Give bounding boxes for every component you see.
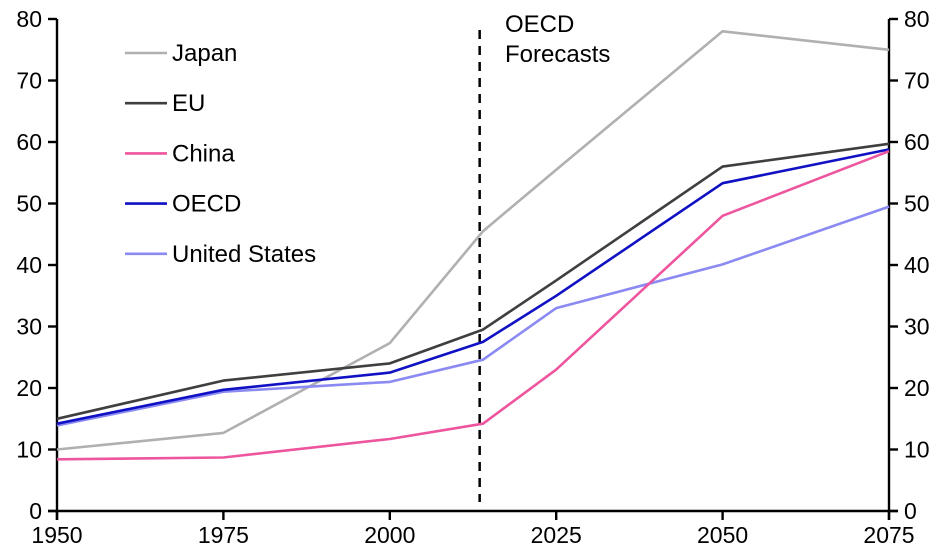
- legend-label: EU: [172, 90, 205, 117]
- legend-label: China: [172, 140, 235, 167]
- forecast-annotation-line: OECD: [505, 11, 574, 38]
- legend-label: OECD: [172, 191, 241, 218]
- legend-label: United States: [172, 241, 316, 268]
- y-axis-right-tick-label: 80: [904, 6, 930, 32]
- legend-label: Japan: [172, 40, 237, 67]
- forecast-annotation-line: Forecasts: [505, 41, 610, 68]
- y-axis-right-tick-label: 70: [904, 68, 930, 94]
- y-axis-right-tick-label: 40: [904, 252, 930, 278]
- legend: Japan EU China OECD United States: [125, 40, 316, 268]
- axes: [48, 19, 898, 520]
- y-axis-right-tick-label: 10: [904, 437, 930, 463]
- y-axis-right-tick-label: 50: [904, 191, 930, 217]
- x-axis-tick-label: 1950: [31, 522, 82, 548]
- y-axis-left-tick-label: 70: [16, 68, 42, 94]
- legend-item-oecd: OECD: [125, 191, 241, 218]
- series-line-japan: [56, 29, 890, 451]
- legend-item-china: China: [125, 140, 235, 167]
- y-axis-left-tick-label: 20: [16, 375, 42, 401]
- y-axis-right-tick-label: 30: [904, 314, 930, 340]
- y-axis-left-tick-label: 80: [16, 6, 42, 32]
- y-axis-left-tick-label: 60: [16, 129, 42, 155]
- y-axis-left-tick-label: 40: [16, 252, 42, 278]
- y-axis-left-tick-label: 0: [29, 498, 42, 524]
- legend-item-eu: EU: [125, 90, 205, 117]
- series-line-china: [56, 149, 890, 461]
- x-axis-tick-label: 2075: [863, 522, 914, 548]
- y-axis-left-tick-label: 50: [16, 191, 42, 217]
- x-axis-tick-label: 2000: [364, 522, 415, 548]
- y-axis-right-tick-label: 60: [904, 129, 930, 155]
- legend-item-japan: Japan: [125, 40, 237, 67]
- series-line-eu: [56, 142, 890, 421]
- legend-item-united-states: United States: [125, 241, 316, 268]
- x-axis-tick-label: 2025: [531, 522, 582, 548]
- x-axis-tick-label: 1975: [198, 522, 249, 548]
- y-axis-right-tick-label: 20: [904, 375, 930, 401]
- x-axis-tick-label: 2050: [697, 522, 748, 548]
- series-line-oecd: [56, 148, 890, 425]
- y-axis-left-tick-label: 10: [16, 437, 42, 463]
- y-axis-left-tick-label: 30: [16, 314, 42, 340]
- forecast-annotation: OECD Forecasts: [505, 11, 610, 68]
- y-axis-right-tick-label: 0: [904, 498, 917, 524]
- series-line-united-states: [56, 205, 890, 427]
